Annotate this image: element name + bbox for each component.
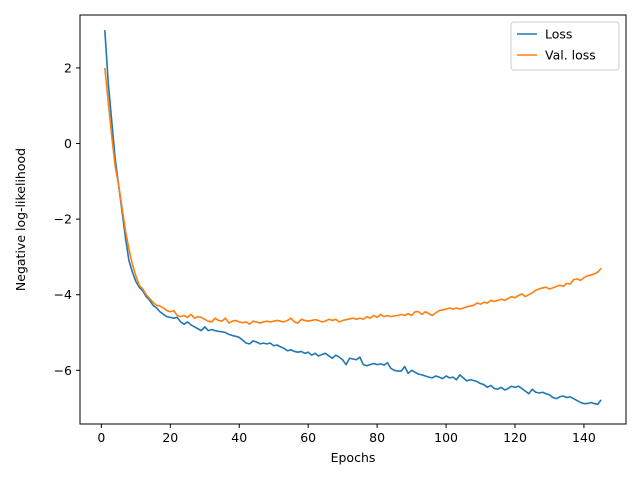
x-tick-label: 20: [162, 430, 178, 445]
y-tick-label: −4: [54, 287, 72, 302]
x-tick-label: 60: [300, 430, 316, 445]
x-tick-label: 100: [434, 430, 458, 445]
x-tick-label: 140: [572, 430, 596, 445]
series-line-1: [104, 30, 602, 406]
y-axis: −6 −4 −2 0 2: [54, 60, 80, 378]
y-tick-label: 2: [64, 60, 72, 75]
legend-label: Loss: [545, 27, 572, 42]
x-axis-label: Epochs: [331, 450, 376, 465]
legend-box: [510, 21, 620, 71]
legend: Loss Val. loss: [510, 21, 620, 71]
x-tick-label: 120: [503, 430, 527, 445]
y-tick-label: −6: [54, 363, 72, 378]
legend-label: Val. loss: [545, 48, 596, 63]
plot-lines: [104, 30, 602, 406]
y-axis-label: Negative log-likelihood: [13, 148, 28, 291]
series-line-2: [104, 67, 602, 326]
y-tick-label: 0: [64, 136, 72, 151]
x-tick-label: 0: [97, 430, 105, 445]
x-tick-label: 80: [369, 430, 385, 445]
x-tick-label: 40: [231, 430, 247, 445]
x-axis: 0 20 40 60 80 100 120 140: [97, 424, 596, 445]
y-tick-label: −2: [54, 212, 72, 227]
